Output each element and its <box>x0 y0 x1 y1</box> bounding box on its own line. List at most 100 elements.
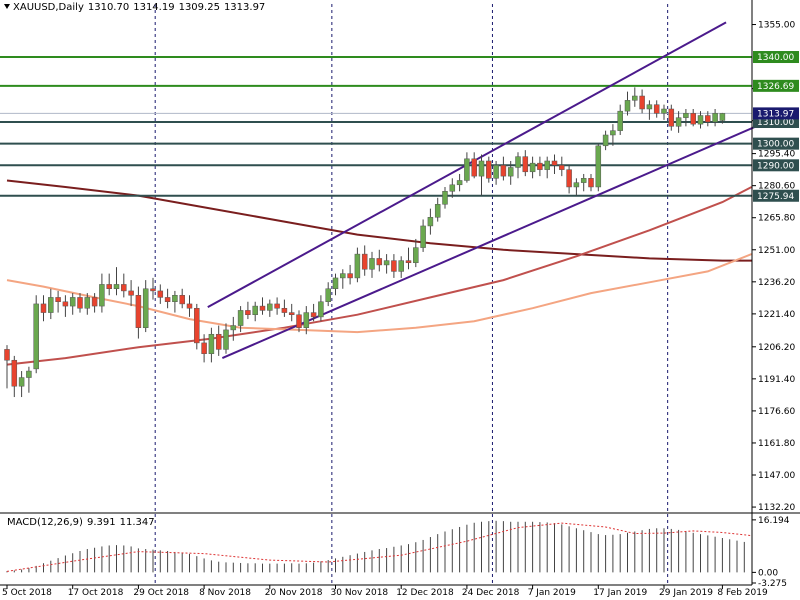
candle-bear <box>179 295 185 305</box>
level-label: 1290.00 <box>757 161 794 171</box>
current-price-box <box>753 107 799 120</box>
level-label-box <box>753 137 799 150</box>
current-price-label: 1313.97 <box>757 109 794 119</box>
candle-bear <box>705 115 711 123</box>
candle-bull <box>318 301 324 318</box>
candle-bull <box>383 260 390 266</box>
price-tick-label: 1161.80 <box>758 439 795 449</box>
candle-bull <box>142 288 149 328</box>
time-tick-label: 29 Oct 2018 <box>133 588 189 598</box>
candle-bear <box>194 307 200 344</box>
candle-bear <box>164 297 171 302</box>
candle-bull <box>18 377 25 387</box>
moving-average-ma_fast <box>6 253 752 334</box>
candle-bear <box>4 349 10 361</box>
candle-bear <box>537 162 543 170</box>
candle-bull <box>69 297 76 307</box>
candle-bull <box>610 130 616 136</box>
candle-bull <box>26 370 32 378</box>
candles <box>4 87 726 398</box>
candle-bull <box>99 284 105 307</box>
candle-bear <box>361 253 368 270</box>
level-label: 1300.00 <box>757 140 794 150</box>
candle-bear <box>91 297 98 307</box>
candle-bull <box>434 204 441 218</box>
candle-bear <box>391 260 397 272</box>
level-label: 1340.00 <box>757 53 794 63</box>
candle-bull <box>398 260 404 272</box>
candle-bear <box>186 303 193 309</box>
candle-bull <box>632 95 638 101</box>
candle-bull <box>449 184 456 192</box>
candle-bear <box>668 108 675 127</box>
candle-bull <box>675 117 682 127</box>
candle-bull <box>646 104 653 110</box>
candle-bull <box>595 145 602 188</box>
candle-bull <box>573 182 580 188</box>
low-value: 1309.25 <box>178 2 220 13</box>
moving-average-ma_mid <box>6 186 753 366</box>
price-tick-label: 1280.60 <box>758 182 795 192</box>
candle-bear <box>77 297 83 309</box>
candle-bull <box>697 115 704 125</box>
price-tick-label: 1191.40 <box>758 375 795 385</box>
price-tick-label: 1221.40 <box>758 310 795 320</box>
candle-bull <box>712 113 718 123</box>
candle-bear <box>281 307 288 313</box>
candle-bear <box>274 303 280 309</box>
time-tick-label: 17 Oct 2018 <box>68 588 124 598</box>
candle-bull <box>515 156 521 168</box>
candle-bear <box>566 169 572 188</box>
candle-bear <box>310 312 317 318</box>
candle-bear <box>500 165 507 177</box>
level-label-box <box>753 51 799 64</box>
close-value: 1313.97 <box>223 2 266 13</box>
candle-bull <box>456 180 463 186</box>
candle-bull <box>493 165 499 179</box>
macd-signal-line <box>6 522 752 572</box>
candle-bear <box>128 290 134 296</box>
candle-bear <box>150 288 156 292</box>
candle-bear <box>522 156 529 173</box>
price-tick-label: 1251.00 <box>758 246 795 256</box>
price-tick-label: 1236.20 <box>758 278 795 288</box>
level-label: 1310.00 <box>757 118 794 128</box>
candle-bear <box>347 273 353 279</box>
candle-bull <box>354 253 361 279</box>
dropdown-icon[interactable] <box>4 4 10 9</box>
candle-bull <box>33 303 39 370</box>
level-label: 1326.69 <box>757 82 794 92</box>
channel-line <box>221 121 767 359</box>
candle-bear <box>288 312 295 315</box>
candle-bull <box>442 191 448 205</box>
candle-bull <box>230 325 237 331</box>
time-tick-label: 5 Oct 2018 <box>2 588 52 598</box>
candle-bear <box>653 104 660 114</box>
time-tick-label: 7 Jan 2019 <box>528 588 576 598</box>
candle-bull <box>113 284 120 290</box>
time-tick-label: 29 Jan 2019 <box>659 588 713 598</box>
candle-bear <box>121 284 127 292</box>
price-tick-label: 1206.20 <box>758 343 795 353</box>
moving-average-ma_slow <box>6 179 752 262</box>
candle-bear <box>376 258 383 266</box>
candle-bear <box>551 160 558 166</box>
price-tick-label: 1132.20 <box>758 503 795 513</box>
candle-bear <box>11 359 18 387</box>
candle-bear <box>405 260 412 264</box>
chart-header: XAUUSD,Daily 1310.70 1314.19 1309.25 1313.97 <box>4 2 269 13</box>
candle-bear <box>588 178 594 188</box>
candle-bull <box>661 108 667 114</box>
candle-bull <box>252 305 258 315</box>
symbol-label: XAUUSD,Daily <box>13 2 84 13</box>
level-label-box <box>753 189 799 202</box>
candle-bull <box>208 333 215 354</box>
candle-bull <box>84 297 91 309</box>
candle-bull <box>478 160 485 177</box>
candle-bull <box>237 310 244 326</box>
level-label-box <box>753 79 799 92</box>
macd-header: MACD(12,26,9) 9.391 11.347 <box>7 517 159 528</box>
candle-bear <box>296 314 302 328</box>
candle-bear <box>486 160 492 179</box>
